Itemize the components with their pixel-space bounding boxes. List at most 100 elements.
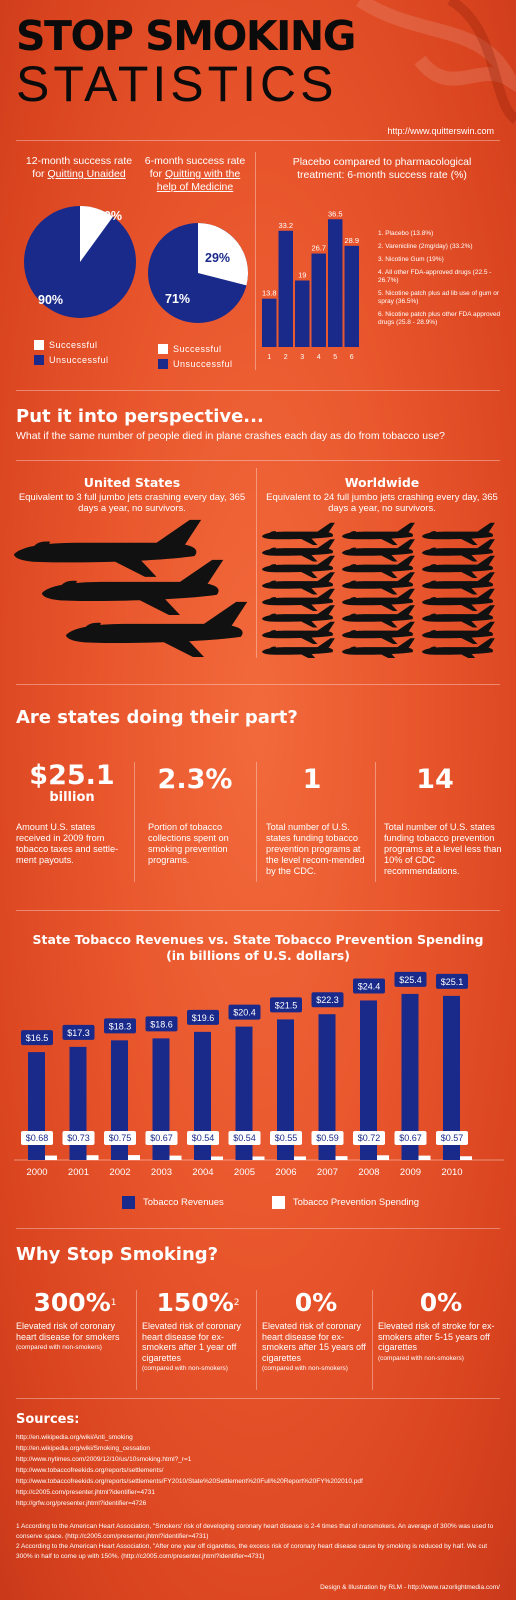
prevention-label-box [187, 1131, 219, 1145]
placebo-x-label: 6 [350, 354, 354, 361]
title-line1: STOP SMOKING [16, 12, 356, 60]
jumbo-jet-icon [342, 539, 415, 562]
source-link[interactable]: http://c2005.com/presenter.jhtml?identif… [16, 1489, 155, 1496]
revenue-label-box [311, 992, 344, 1008]
us-title: United States [83, 475, 181, 490]
placebo-bar [262, 298, 277, 347]
revenue-value-label: $25.4 [399, 975, 422, 985]
prevention-bar [86, 1155, 99, 1160]
why-value: 0% [294, 1288, 338, 1317]
revenue-label-box [21, 1030, 53, 1046]
prevention-label-box [228, 1131, 261, 1145]
source-link[interactable]: http://www.nytimes.com/2009/12/10/us/10s… [16, 1456, 192, 1463]
divider [16, 910, 500, 911]
pie2-caption-link1[interactable]: Quitting with the [164, 168, 241, 180]
revenue-label-box [394, 971, 427, 987]
placebo-title-line2: treatment: 6-month success rate (%) [297, 169, 467, 181]
legend-swatch-successful [158, 344, 168, 354]
prevention-value-label: $0.54 [192, 1133, 215, 1143]
pie2-label-unsuccessful: 71% [165, 292, 190, 306]
prevention-value-label: $0.72 [358, 1133, 381, 1143]
pie1-slice-successful [80, 206, 113, 262]
pie1-caption-link[interactable]: Quitting Unaided [47, 168, 126, 180]
jumbo-jet-icon [262, 539, 335, 562]
pie1-label-successful: 10% [97, 209, 122, 223]
world-planes [262, 522, 495, 658]
prevention-value-label: $0.67 [399, 1133, 422, 1143]
placebo-bar-chart: 13.8 1 33.2 2 19 3 26.7 4 36.5 5 28.9 6 [262, 209, 359, 361]
prevention-bar [211, 1156, 223, 1160]
title-line2: STATISTICS [16, 56, 338, 112]
revenue-value-label: $22.3 [316, 995, 339, 1005]
divider [256, 468, 257, 658]
world-block: Worldwide Equivalent to 24 full jumbo je… [264, 475, 500, 514]
revenue-value-label: $16.5 [26, 1033, 49, 1043]
source-link[interactable]: http://www.tobaccofreekids.org/reports/s… [16, 1467, 164, 1474]
pie1-label-unsuccessful: 90% [38, 293, 63, 307]
source-link[interactable]: http://grfw.org/presenter.jhtml?identifi… [16, 1500, 147, 1507]
jumbo-jet-icon [422, 621, 495, 644]
jumbo-jet-icon [66, 601, 248, 658]
source-link[interactable]: http://en.wikipedia.org/wiki/Smoking_ces… [16, 1445, 151, 1452]
divider [16, 1398, 500, 1399]
divider [256, 1290, 257, 1390]
revenue-label-box [353, 978, 385, 994]
why-note: (compared with non-smokers) [16, 1344, 102, 1351]
pie1-legend: Successful Unsuccessful [34, 339, 109, 366]
jumbo-jet-icon [262, 572, 335, 595]
placebo-bar [311, 253, 326, 347]
jumbo-jet-icon [422, 605, 495, 628]
revenue-label-box [436, 973, 468, 989]
why-text: Elevated risk of coronary heart disease … [16, 1321, 120, 1342]
divider [16, 390, 500, 391]
divider [136, 1290, 137, 1390]
jumbo-jet-icon [262, 555, 335, 578]
prevention-bar [169, 1155, 182, 1160]
legend-swatch-unsuccessful [158, 359, 168, 369]
revenue-value-label: $18.3 [109, 1021, 132, 1031]
source-link[interactable]: http://www.tobaccofreekids.org/reports/s… [16, 1478, 363, 1485]
world-text: Equivalent to 24 full jumbo jets crashin… [266, 492, 498, 514]
placebo-bar [344, 245, 359, 347]
source-note: 1 According to the American Heart Associ… [16, 1523, 494, 1540]
world-title: Worldwide [344, 475, 420, 490]
prevention-label-box [62, 1131, 95, 1145]
placebo-legend-item: 5. Nicotine patch plus ad lib use of gum… [378, 290, 500, 305]
revenue-bar [360, 1000, 377, 1160]
year-label: 2000 [26, 1167, 47, 1178]
legend-swatch-revenues [122, 1196, 135, 1209]
why-footnote-ref: 2 [233, 1298, 240, 1308]
placebo-bar [278, 230, 293, 347]
stat2-text: Portion of tobacco collections spent on … [148, 822, 229, 865]
prevention-label-box [104, 1131, 136, 1145]
pie2-caption-link2[interactable]: help of Medicine [156, 181, 234, 193]
pie2-chart: 29% 71% [148, 223, 248, 323]
divider [16, 460, 500, 461]
us-text: Equivalent to 3 full jumbo jets crashing… [18, 492, 246, 514]
prevention-value-label: $0.68 [26, 1133, 49, 1143]
divider [134, 762, 135, 882]
year-label: 2003 [151, 1167, 172, 1178]
stat3-text: Total number of U.S. states funding toba… [266, 822, 365, 876]
why-text: Elevated risk of coronary heart disease … [142, 1321, 242, 1363]
legend-successful: Successful [49, 340, 98, 350]
prevention-label-box [353, 1131, 385, 1145]
year-label: 2001 [68, 1167, 89, 1178]
prevention-bar [460, 1156, 472, 1160]
revenue-label-box [104, 1018, 136, 1034]
placebo-legend: 1. Placebo (13.8%) 2. Varenicline (2mg/da… [378, 230, 508, 332]
sources-notes: 1 According to the American Heart Associ… [16, 1522, 502, 1562]
jumbo-jet-icon [342, 638, 415, 658]
why-value: 0% [419, 1288, 463, 1317]
placebo-title-line1: Placebo compared to pharmacological [292, 156, 472, 168]
why-note: (compared with non-smokers) [378, 1354, 464, 1362]
header-url[interactable]: http://www.quitterswin.com [387, 126, 494, 136]
year-label: 2007 [317, 1167, 338, 1178]
credit[interactable]: Design & Illustration by RLM - http://ww… [320, 1584, 500, 1591]
prevention-value-label: $0.59 [316, 1133, 339, 1143]
pie1-caption-line1: 12-month success rate [25, 155, 133, 167]
jumbo-jet-icon [342, 555, 415, 578]
why-value: 150% [156, 1288, 234, 1317]
prevention-bar [128, 1155, 140, 1160]
source-link[interactable]: http://en.wikipedia.org/wiki/Anti_smokin… [16, 1434, 133, 1441]
